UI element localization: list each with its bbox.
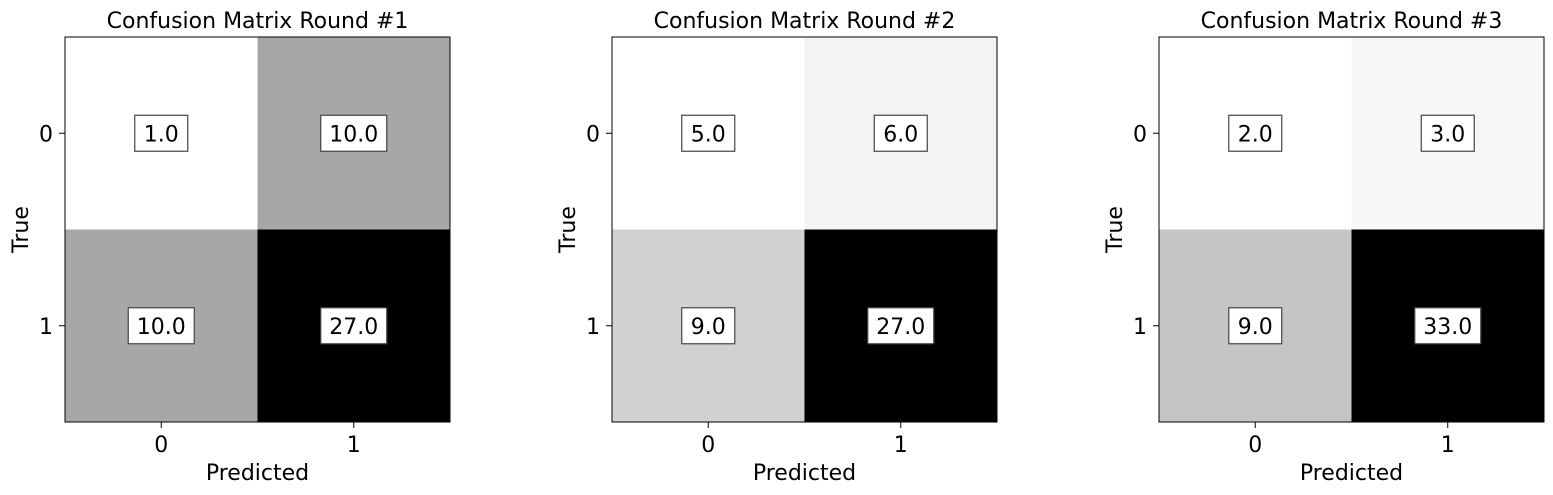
cell-value-label: 27.0 [329,315,378,340]
x-tick-label: 0 [154,433,168,458]
y-tick-label: 1 [39,315,53,340]
chart-title: Confusion Matrix Round #3 [1201,9,1503,34]
x-tick-label: 1 [1441,433,1455,458]
y-tick-label: 1 [586,315,600,340]
confusion-matrix-panel-3: 2.0 3.0 9.0 33.0 0 1 0 1 Confusion Matrix Round … [1103,9,1545,486]
cell-value-label: 5.0 [691,122,726,147]
cell-label-box [134,114,189,152]
cell-label-box [867,307,935,345]
plot-frame [64,36,451,423]
y-axis-label: True [556,206,581,254]
confusion-matrix-panel-2: 5.0 6.0 9.0 27.0 0 1 0 1 Confusion Matrix Round … [556,9,998,486]
cell-label-box [320,114,388,152]
x-tick-label: 1 [347,433,361,458]
cell-label-box [320,307,388,345]
x-tick-label: 0 [701,433,715,458]
x-axis-label: Predicted [1300,461,1403,486]
y-axis-label: True [9,206,34,254]
x-axis-label: Predicted [206,461,309,486]
cell-label-box [681,307,736,345]
y-axis-label: True [1103,206,1128,254]
cell-value-label: 10.0 [329,122,378,147]
cell-value-label: 27.0 [876,315,925,340]
chart-title: Confusion Matrix Round #1 [107,9,409,34]
cell-value-label: 10.0 [137,315,186,340]
cell-label-box [1414,307,1482,345]
y-tick-label: 0 [586,122,600,147]
y-tick-label: 0 [1133,122,1147,147]
x-tick-label: 1 [894,433,908,458]
cell-value-label: 9.0 [1238,315,1273,340]
x-axis-label: Predicted [753,461,856,486]
cell-label-box [127,307,195,345]
cell-value-label: 6.0 [883,122,918,147]
confusion-matrix-panel-1: 1.0 10.0 10.0 27.0 0 1 0 1 Confusion Matrix Roun… [9,9,451,486]
cell-label-box [1228,307,1283,345]
cell-label-box [1420,114,1475,152]
plot-frame [611,36,998,423]
cell-value-label: 1.0 [144,122,179,147]
y-tick-label: 1 [1133,315,1147,340]
cell-value-label: 9.0 [691,315,726,340]
cell-label-box [1228,114,1283,152]
x-tick-label: 0 [1248,433,1262,458]
cell-value-label: 33.0 [1423,315,1472,340]
cell-label-box [873,114,928,152]
cell-value-label: 3.0 [1430,122,1465,147]
chart-title: Confusion Matrix Round #2 [654,9,956,34]
plot-frame [1158,36,1545,423]
cell-label-box [681,114,736,152]
y-tick-label: 0 [39,122,53,147]
cell-value-label: 2.0 [1238,122,1273,147]
